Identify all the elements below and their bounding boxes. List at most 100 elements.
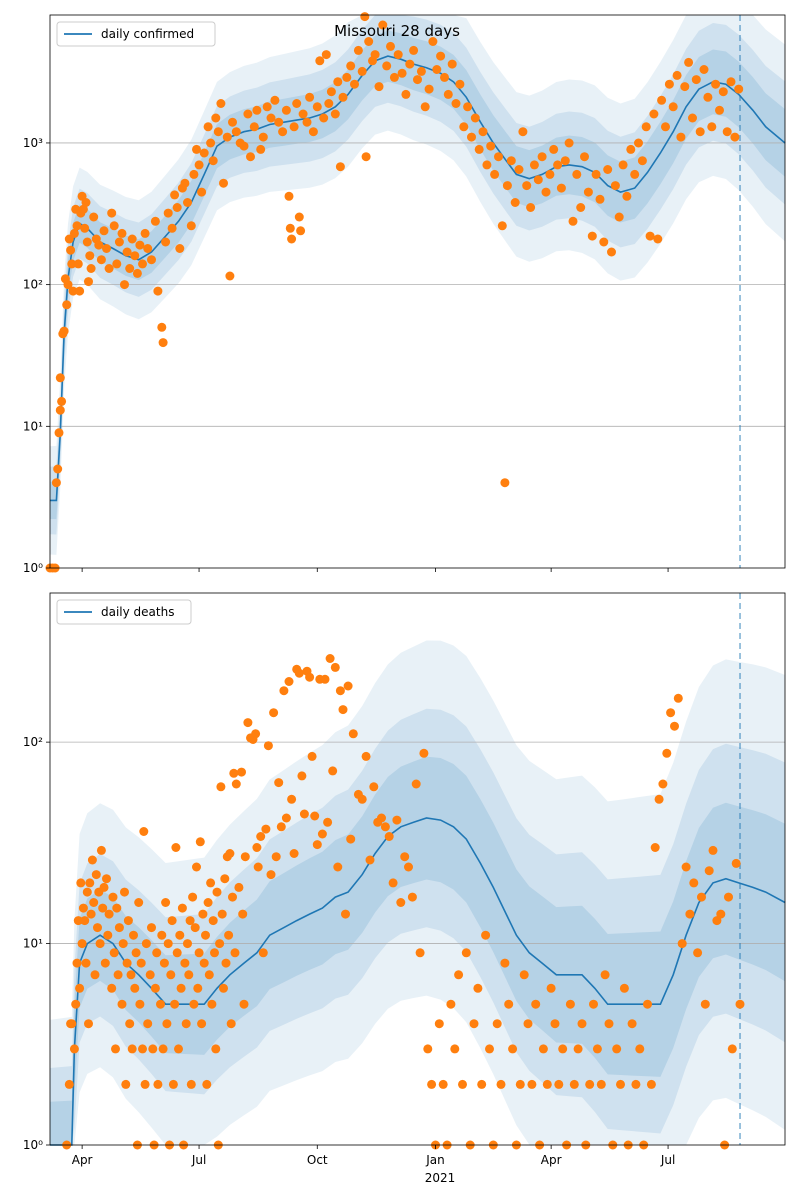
confirmed-point bbox=[239, 141, 249, 151]
confirmed-point bbox=[107, 208, 117, 218]
deaths-point bbox=[592, 1044, 602, 1054]
deaths-point bbox=[122, 958, 132, 968]
deaths-point bbox=[237, 767, 246, 777]
deaths-point bbox=[210, 948, 219, 958]
confirmed-point bbox=[549, 144, 559, 154]
deaths-point bbox=[643, 999, 652, 1009]
confirmed-point bbox=[545, 169, 555, 179]
confirmed-point bbox=[335, 162, 345, 172]
confirmed-point bbox=[730, 132, 740, 142]
deaths-point bbox=[228, 892, 237, 902]
confirmed-point bbox=[112, 259, 122, 269]
deaths-point bbox=[111, 1044, 120, 1054]
deaths-point bbox=[377, 813, 386, 823]
deaths-point bbox=[108, 892, 118, 902]
deaths-point bbox=[251, 729, 261, 739]
confirmed-ytick-label: 10² bbox=[23, 278, 43, 292]
confirmed-point bbox=[62, 300, 72, 310]
deaths-point bbox=[140, 1079, 150, 1089]
deaths-point bbox=[229, 768, 239, 778]
confirmed-point bbox=[695, 127, 705, 137]
confirmed-point bbox=[553, 160, 563, 170]
deaths-point bbox=[96, 845, 106, 855]
deaths-point bbox=[519, 970, 529, 980]
deaths-point bbox=[175, 930, 185, 940]
confirmed-point bbox=[424, 84, 434, 94]
confirmed-point bbox=[55, 405, 65, 415]
deaths-point bbox=[80, 916, 90, 926]
confirmed-point bbox=[703, 92, 713, 102]
deaths-point bbox=[635, 1044, 645, 1054]
deaths-point bbox=[163, 939, 173, 949]
confirmed-point bbox=[482, 160, 492, 170]
confirmed-point bbox=[85, 251, 95, 261]
deaths-point bbox=[230, 948, 240, 958]
deaths-point bbox=[434, 1019, 444, 1029]
confirmed-point bbox=[89, 212, 99, 222]
deaths-point bbox=[279, 686, 289, 696]
confirmed-point bbox=[389, 72, 399, 82]
confirmed-point bbox=[510, 198, 520, 207]
confirmed-point bbox=[688, 113, 697, 123]
confirmed-point bbox=[500, 478, 510, 488]
confirmed-point bbox=[53, 464, 63, 474]
confirmed-point bbox=[305, 92, 315, 102]
confirmed-point bbox=[568, 216, 578, 226]
deaths-point bbox=[109, 948, 119, 958]
confirmed-point bbox=[447, 59, 457, 69]
deaths-point bbox=[341, 909, 350, 919]
deaths-point bbox=[469, 1019, 479, 1029]
deaths-point bbox=[90, 970, 100, 980]
deaths-point bbox=[238, 909, 248, 919]
deaths-point bbox=[404, 862, 413, 872]
deaths-point bbox=[320, 674, 330, 684]
confirmed-point bbox=[292, 99, 302, 108]
confirmed-point bbox=[68, 286, 78, 296]
deaths-point bbox=[183, 939, 192, 949]
deaths-point bbox=[731, 858, 741, 868]
deaths-point bbox=[542, 1079, 552, 1089]
confirmed-point bbox=[533, 175, 543, 185]
deaths-point bbox=[104, 909, 114, 919]
confirmed-point bbox=[99, 226, 109, 236]
deaths-point bbox=[141, 939, 151, 949]
deaths-point bbox=[531, 999, 541, 1009]
deaths-point bbox=[550, 1019, 560, 1029]
confirmed-point bbox=[274, 117, 284, 127]
confirmed-frame bbox=[49, 14, 786, 569]
confirmed-point bbox=[256, 144, 266, 154]
confirmed-point bbox=[357, 66, 367, 76]
confirmed-point bbox=[266, 113, 276, 123]
deaths-point bbox=[323, 817, 333, 827]
confirmed-point bbox=[67, 259, 77, 269]
deaths-point bbox=[454, 970, 464, 980]
deaths-point bbox=[192, 862, 201, 872]
deaths-point bbox=[170, 999, 180, 1009]
deaths-point bbox=[69, 1044, 79, 1054]
confirmed-point bbox=[246, 152, 255, 162]
deaths-point bbox=[150, 983, 160, 993]
confirmed-point bbox=[455, 79, 465, 89]
deaths-point bbox=[167, 916, 177, 926]
confirmed-point bbox=[734, 84, 744, 94]
confirmed-point bbox=[470, 113, 480, 123]
deaths-point bbox=[388, 878, 398, 888]
deaths-point bbox=[481, 930, 491, 940]
deaths-point bbox=[307, 751, 317, 761]
deaths-point bbox=[78, 903, 88, 913]
confirmed-point bbox=[591, 169, 601, 179]
deaths-point bbox=[172, 948, 182, 958]
deaths-point bbox=[407, 892, 417, 902]
deaths-point bbox=[616, 1079, 625, 1089]
deaths-point bbox=[361, 751, 371, 761]
confirmed-point bbox=[614, 212, 624, 222]
deaths-point bbox=[159, 958, 169, 968]
confirmed-point bbox=[463, 102, 473, 112]
deaths-point bbox=[225, 849, 235, 858]
deaths-point bbox=[136, 958, 146, 968]
confirmed-point bbox=[541, 187, 551, 197]
deaths-point bbox=[330, 662, 340, 672]
confirmed-point bbox=[211, 113, 221, 123]
deaths-point bbox=[166, 970, 176, 980]
